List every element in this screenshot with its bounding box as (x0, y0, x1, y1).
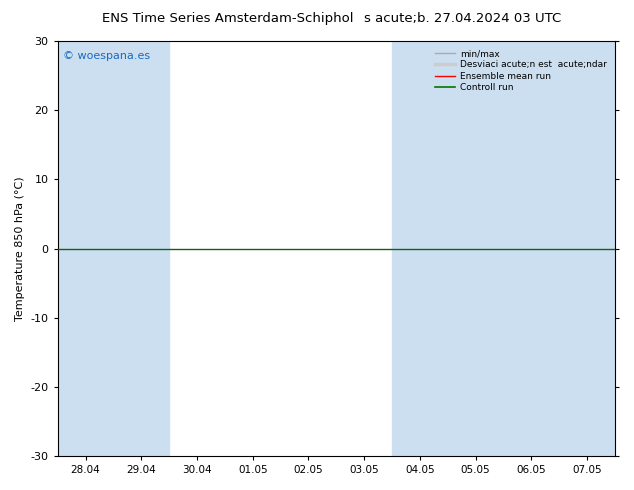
Bar (113, 41, 169, 456)
Bar (392, 41, 448, 456)
Bar (559, 41, 615, 456)
Text: s acute;b. 27.04.2024 03 UTC: s acute;b. 27.04.2024 03 UTC (364, 12, 562, 25)
Y-axis label: Temperature 850 hPa (°C): Temperature 850 hPa (°C) (15, 176, 25, 321)
Legend: min/max, Desviaci acute;n est  acute;ndar, Ensemble mean run, Controll run: min/max, Desviaci acute;n est acute;ndar… (432, 46, 611, 96)
Bar (503, 41, 559, 456)
Bar (58, 41, 113, 456)
Text: ENS Time Series Amsterdam-Schiphol: ENS Time Series Amsterdam-Schiphol (103, 12, 354, 25)
Text: © woespana.es: © woespana.es (63, 51, 150, 61)
Bar (448, 41, 503, 456)
